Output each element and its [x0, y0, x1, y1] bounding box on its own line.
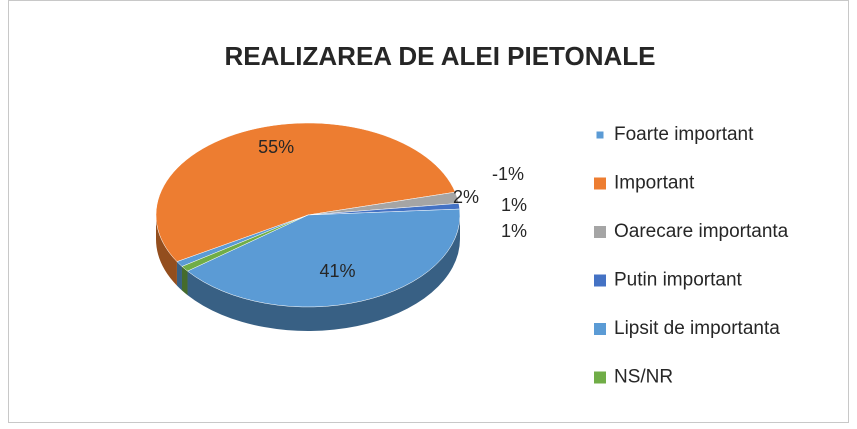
data-label: 55%	[258, 137, 294, 157]
legend-swatch	[594, 177, 606, 190]
data-label: 41%	[319, 261, 355, 281]
pie-side	[176, 261, 182, 291]
legend-swatch	[594, 323, 606, 335]
legend-label: Important	[614, 173, 695, 194]
data-label: -1%	[492, 164, 524, 184]
pie-side	[187, 215, 461, 331]
pie-side	[156, 215, 177, 286]
chart-title: REALIZAREA DE ALEI PIETONALE	[225, 41, 656, 71]
pie-slice	[181, 214, 309, 272]
legend-label: NS/NR	[614, 367, 673, 388]
pie-slice	[155, 122, 456, 262]
legend-swatch	[596, 131, 604, 139]
data-label: 2%	[453, 187, 479, 207]
legend-label: Lipsit de importanta	[614, 318, 780, 339]
legend-swatch	[594, 226, 606, 238]
pie-slice	[187, 208, 461, 308]
legend-swatch	[594, 274, 606, 287]
legend-label: Foarte important	[614, 124, 754, 145]
data-label: 1%	[501, 221, 527, 241]
data-label: 1%	[501, 195, 527, 215]
legend-swatch	[594, 371, 606, 384]
legend-label: Oarecare importanta	[614, 221, 789, 242]
pie-side	[181, 266, 188, 296]
legend-label: Putin important	[614, 270, 743, 291]
